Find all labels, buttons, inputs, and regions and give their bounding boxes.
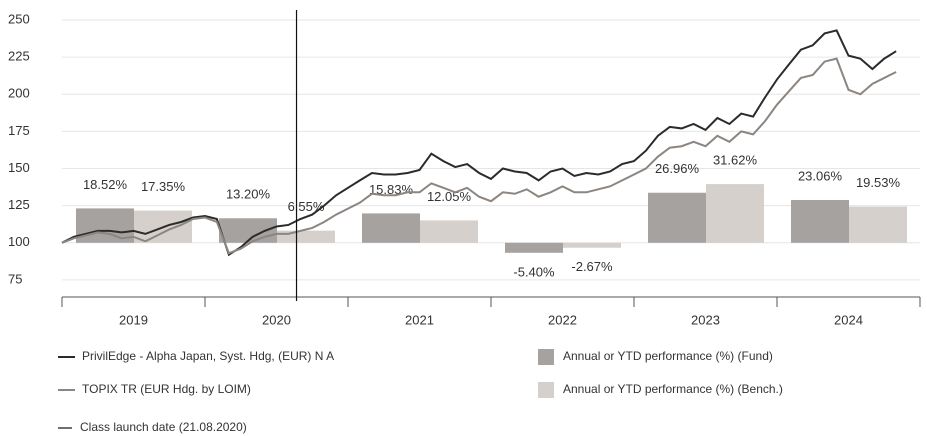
y-tick-label: 175 [8, 123, 30, 138]
legend-swatch [538, 382, 554, 398]
bar [563, 242, 621, 248]
y-tick-label: 150 [8, 160, 30, 175]
y-tick-label: 75 [8, 271, 22, 286]
legend-text: Annual or YTD performance (%) (Bench.) [563, 382, 783, 396]
legend-text: Annual or YTD performance (%) (Fund) [563, 349, 773, 363]
bar-value-label: 13.20% [226, 187, 271, 202]
bar [791, 199, 849, 243]
bar [505, 242, 563, 253]
bar-value-label: 23.06% [798, 168, 843, 183]
x-tick-label: 2023 [691, 312, 720, 327]
bar-value-label: 18.52% [83, 177, 128, 192]
bar-value-label: 6.55% [288, 199, 325, 214]
bar [706, 184, 764, 243]
bar-value-label: 26.96% [655, 161, 700, 176]
bar-value-label: -5.40% [513, 264, 555, 279]
bar [277, 230, 335, 243]
x-tick-label: 2020 [262, 312, 291, 327]
x-tick-label: 2021 [405, 312, 434, 327]
legend-text: PrivilEdge - Alpha Japan, Syst. Hdg, (EU… [82, 349, 334, 363]
x-tick-label: 2019 [119, 312, 148, 327]
bar [362, 213, 420, 243]
bar [849, 206, 907, 243]
bar-value-label: -2.67% [571, 259, 613, 274]
x-tick-label: 2022 [548, 312, 577, 327]
x-tick-label: 2024 [834, 312, 863, 327]
bar-value-label: 19.53% [856, 175, 901, 190]
y-tick-label: 125 [8, 197, 30, 212]
series-line [61, 57, 897, 255]
legend-swatch [538, 349, 554, 365]
bar-value-label: 31.62% [713, 153, 758, 168]
bar [420, 220, 478, 243]
y-tick-label: 100 [8, 234, 30, 249]
legend-text: Class launch date (21.08.2020) [80, 420, 247, 434]
series-line [61, 29, 897, 257]
bar-value-label: 12.05% [427, 189, 472, 204]
bar-value-label: 17.35% [141, 179, 186, 194]
y-tick-label: 250 [8, 11, 30, 26]
y-tick-label: 225 [8, 49, 30, 64]
legend-text: TOPIX TR (EUR Hdg. by LOIM) [82, 382, 251, 396]
bar [648, 192, 706, 243]
y-tick-label: 200 [8, 86, 30, 101]
